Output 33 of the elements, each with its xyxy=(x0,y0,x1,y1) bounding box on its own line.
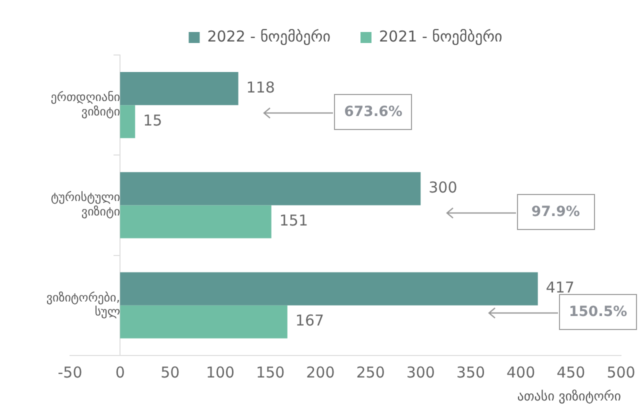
x-tick-label: 100 xyxy=(206,363,235,382)
x-tick-label: 350 xyxy=(456,363,486,382)
x-tick-label: 300 xyxy=(406,363,435,382)
x-tick-label: 250 xyxy=(356,363,385,382)
x-tick-label: 50 xyxy=(160,363,180,382)
bar xyxy=(120,72,238,106)
bar xyxy=(120,172,421,206)
data-label: 417 xyxy=(546,278,574,297)
annotation: 150.5% xyxy=(568,304,628,320)
y-tick-label: ტურისტული ვიზიტი xyxy=(50,190,120,219)
data-label: 15 xyxy=(143,111,162,130)
bar xyxy=(120,205,272,238)
legend-label: 2021 - ნოემბერი xyxy=(379,27,503,46)
x-axis-title: ათასი ვიზიტორი xyxy=(517,390,622,405)
x-tick-label: 200 xyxy=(306,363,335,382)
bar xyxy=(120,272,538,306)
data-label: 300 xyxy=(428,178,458,197)
legend-label: 2022 - ნოემბერი xyxy=(207,27,331,46)
x-tick-label: 0 xyxy=(115,363,125,382)
data-label: 167 xyxy=(295,312,324,330)
data-label: 118 xyxy=(246,78,275,96)
bar xyxy=(120,105,136,138)
x-tick-label: 500 xyxy=(606,363,636,382)
bar xyxy=(120,305,288,338)
x-tick-label: 450 xyxy=(556,363,586,382)
x-tick-label: 150 xyxy=(256,363,285,382)
x-tick-label: 400 xyxy=(506,363,536,382)
y-tick-label: ვიზიტორები, სულ xyxy=(46,290,120,319)
annotation: 673.6% xyxy=(334,94,412,130)
data-label: 151 xyxy=(279,212,308,230)
annotation: 97.9% xyxy=(516,194,595,230)
x-tick-label: -50 xyxy=(58,363,82,382)
y-tick-label: ერთდღიანი ვიზიტი xyxy=(50,90,120,118)
